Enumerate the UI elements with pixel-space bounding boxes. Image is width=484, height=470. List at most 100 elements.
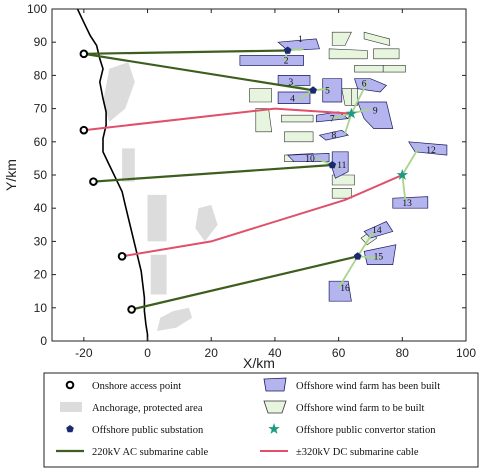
inner-link <box>337 255 359 289</box>
substation-marker <box>353 252 362 260</box>
built-wind-farm <box>354 78 388 93</box>
farm-label: 14 <box>372 226 382 236</box>
y-tick-label: 80 <box>34 68 48 82</box>
inner-link <box>331 112 352 120</box>
anchorage-area <box>195 204 218 242</box>
converter-marker <box>396 169 408 180</box>
dc-cable <box>83 107 352 132</box>
unbuilt-wind-farm <box>382 65 406 73</box>
built-wind-farm <box>408 141 448 156</box>
x-tick-label: 100 <box>456 346 476 360</box>
inner-link <box>344 113 353 134</box>
x-tick-label: 40 <box>268 346 282 360</box>
farm-label: 16 <box>340 284 350 294</box>
x-axis-label: X/km <box>243 355 275 371</box>
y-tick-label: 60 <box>34 135 48 149</box>
y-tick-label: 50 <box>34 168 48 182</box>
y-tick-label: 30 <box>34 234 48 248</box>
inner-link <box>357 255 381 259</box>
onshore-access-point <box>117 252 127 261</box>
farm-label: 6 <box>362 80 367 90</box>
legend-label: Anchorage, protected area <box>92 403 203 414</box>
coastline <box>76 9 149 341</box>
anchorage-area <box>157 307 193 331</box>
built-wind-farm <box>357 101 394 129</box>
x-tick-label: 80 <box>396 346 410 360</box>
inner-link <box>401 174 407 202</box>
ac-cable <box>83 49 288 55</box>
y-tick-label: 10 <box>34 301 48 315</box>
legend-substation-symbol <box>66 425 74 433</box>
y-tick-label: 40 <box>34 201 48 215</box>
inner-link <box>401 147 419 176</box>
farm-label: 2 <box>284 56 289 66</box>
unbuilt-wind-farm <box>331 188 352 199</box>
substation-marker <box>328 161 337 169</box>
ac-cable <box>93 163 333 183</box>
axes: -20 0 20 40 60 80 100 0 10 20 30 40 50 60 70 80 90 100 X/k… <box>3 2 476 371</box>
legend-label: Offshore wind farm has been built <box>296 381 440 392</box>
x-tick-label: 60 <box>332 346 346 360</box>
legend-label: Onshore access point <box>92 381 181 392</box>
y-tick-label: 20 <box>34 268 48 282</box>
unbuilt-wind-farm <box>328 48 368 60</box>
farm-label: 9 <box>373 106 378 116</box>
legend-label: 220kV AC submarine cable <box>92 447 209 458</box>
unbuilt-wind-farm <box>331 174 355 186</box>
farm-label: 11 <box>337 161 346 171</box>
farm-label: 7 <box>330 115 335 125</box>
ac-cable <box>131 255 358 311</box>
anchorage-area <box>103 62 135 122</box>
legend-label: Offshore public convertor station <box>296 425 436 436</box>
farm-label: 13 <box>402 199 412 209</box>
farm-label: 10 <box>305 154 315 164</box>
unbuilt-wind-farm <box>280 114 314 123</box>
farm-label: 1 <box>298 35 303 45</box>
built-wind-farm <box>239 55 304 66</box>
y-tick-label: 70 <box>34 102 48 116</box>
unbuilt-wind-farm <box>373 48 400 60</box>
farm-label: 8 <box>331 131 336 141</box>
inner-link <box>356 230 375 257</box>
substation-marker <box>283 46 292 54</box>
built-wind-farm <box>322 78 343 103</box>
anchorage-area <box>122 148 135 182</box>
onshore-access-point <box>89 177 98 186</box>
onshore-access-point <box>79 49 89 59</box>
onshore-access-point <box>79 125 89 135</box>
converter-marker <box>345 107 358 119</box>
unbuilt-wind-farm <box>363 31 390 46</box>
inner-link <box>350 81 369 115</box>
anchorage-area <box>150 254 167 295</box>
anchorage-area <box>147 194 167 242</box>
legend-label: ±320kV DC submarine cable <box>296 447 419 458</box>
legend-onshore-symbol <box>65 380 75 390</box>
legend-built-symbol <box>263 377 287 392</box>
legend-converter-symbol <box>268 423 280 434</box>
ac-cable <box>83 52 314 92</box>
y-tick-label: 90 <box>34 35 48 49</box>
x-tick-label: 20 <box>205 346 219 360</box>
x-tick-label: 0 <box>144 346 151 360</box>
farm-label: 12 <box>426 146 436 156</box>
farm-label: 15 <box>374 252 384 262</box>
built-wind-farm <box>363 244 397 265</box>
substation-marker <box>309 86 317 94</box>
built-wind-farm <box>277 75 311 86</box>
farm-label: 3 <box>288 78 293 88</box>
unbuilt-wind-farm <box>255 108 273 133</box>
legend-unbuilt-symbol <box>263 400 287 414</box>
y-tick-label: 0 <box>40 334 47 348</box>
unbuilt-wind-farm <box>354 65 384 73</box>
legend-label: Offshore public substation <box>92 425 204 436</box>
legend-anchorage-symbol <box>60 402 82 412</box>
built-wind-farm <box>277 91 311 104</box>
unbuilt-wind-farm <box>331 31 352 46</box>
y-tick-label: 100 <box>27 2 47 16</box>
x-tick-label: -20 <box>75 346 93 360</box>
legend-label: Offshore wind farm to be built <box>296 403 424 414</box>
onshore-access-point <box>127 305 136 314</box>
